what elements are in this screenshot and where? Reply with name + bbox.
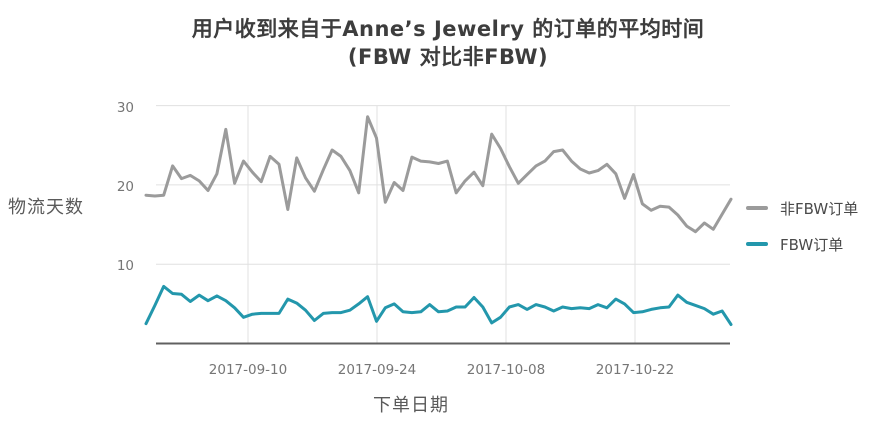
x-tick-2017-10-08: 2017-10-08 — [466, 362, 546, 378]
legend-item-fbw: FBW订单 — [746, 234, 858, 254]
series-line-non-fbw — [144, 115, 733, 234]
chart-title-line2: (FBW 对比非FBW) — [347, 45, 549, 69]
non-fbw-line-swatch-icon — [746, 206, 768, 210]
x-tick-2017-10-22: 2017-10-22 — [595, 362, 675, 378]
legend-item-non-fbw: 非FBW订单 — [746, 198, 858, 218]
y-tick-30: 30 — [116, 100, 134, 116]
x-tick-2017-09-10: 2017-09-10 — [208, 362, 288, 378]
x-axis-title: 下单日期 — [373, 395, 449, 416]
y-tick-20: 20 — [116, 179, 134, 195]
fbw-line-swatch-icon — [746, 242, 768, 246]
y-axis-title: 物流天数 — [8, 197, 84, 218]
chart-title: 用户收到来自于Anne’s Jewelry 的订单的平均时间 (FBW 对比非F… — [0, 15, 896, 71]
series-line-fbw — [144, 284, 733, 326]
legend-label-fbw: FBW订单 — [780, 235, 844, 254]
chart-title-line1: 用户收到来自于Anne’s Jewelry 的订单的平均时间 — [191, 17, 705, 41]
x-tick-2017-09-24: 2017-09-24 — [337, 362, 417, 378]
legend-label-non-fbw: 非FBW订单 — [780, 199, 859, 218]
legend: 非FBW订单 FBW订单 — [746, 198, 858, 270]
y-tick-10: 10 — [116, 258, 134, 274]
